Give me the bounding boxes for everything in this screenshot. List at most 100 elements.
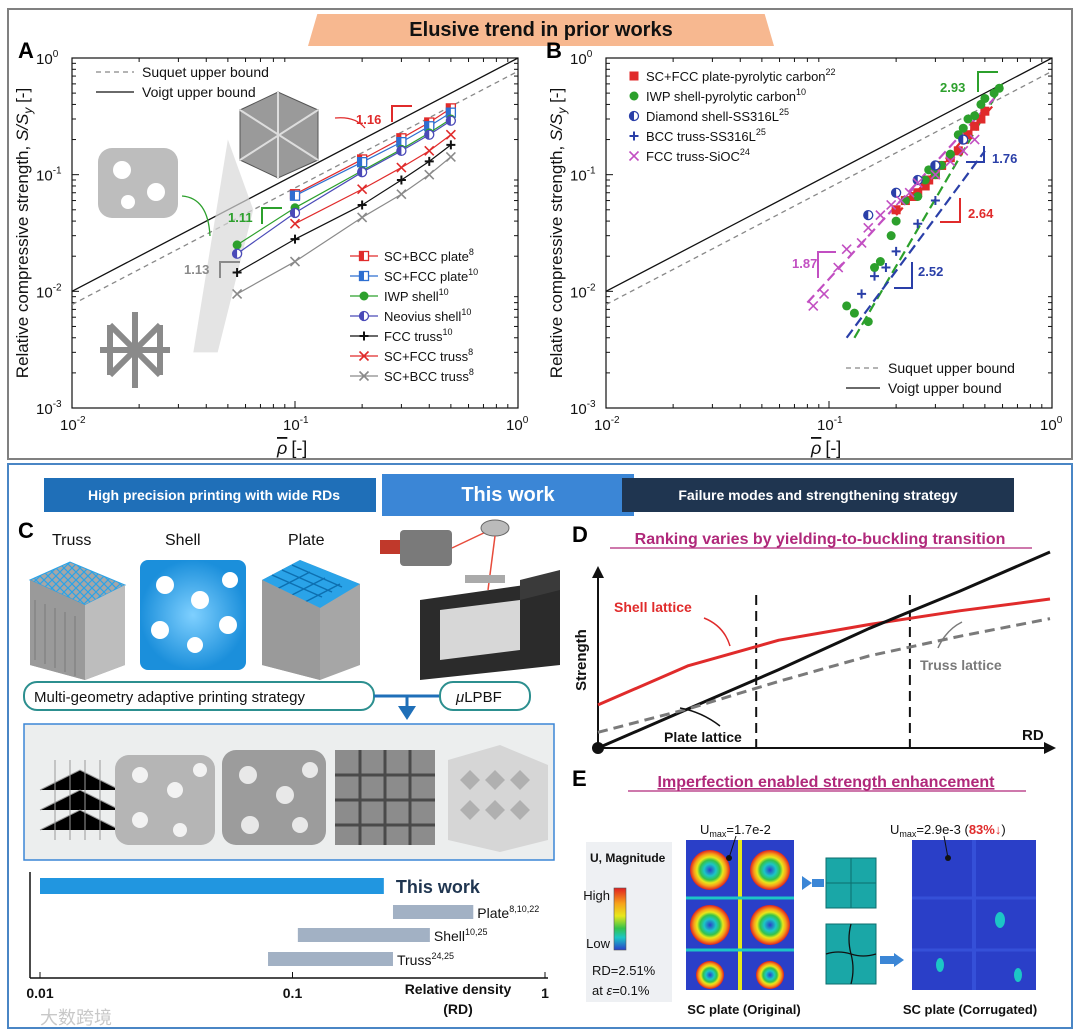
data-point-0-9 (953, 146, 963, 156)
x-axis-label: ρ [-] (810, 438, 841, 458)
chart-c-bars: 0.01 0.1 1 Relative density (RD) This work Pla… (26, 872, 549, 1017)
data-point-0-13 (976, 114, 986, 124)
bar-1 (392, 905, 474, 919)
legend-label-4: FCC truss10 (384, 327, 453, 344)
panel-label-d: D (572, 522, 588, 547)
bar-tick-label: 1 (541, 985, 549, 1001)
data-point-3-3 (891, 246, 901, 256)
data-point-5-3 (424, 145, 435, 156)
d-series-2 (597, 617, 1051, 734)
lattice-label-truss: Truss (52, 532, 91, 549)
data-point-0-11 (963, 130, 973, 140)
strain-note: at ε=0.1% (592, 983, 650, 998)
x-tick-label: 100 (1040, 415, 1063, 434)
data-point-3-2 (356, 167, 368, 178)
data-point-0-0 (891, 205, 901, 215)
slope-marker-blue (966, 146, 985, 163)
annotation-slope-1-16: 1.16 (356, 112, 381, 127)
legend-label-2: IWP shell10 (384, 287, 449, 304)
d-series-0 (597, 597, 1051, 707)
data-point-1-9 (920, 175, 930, 185)
data-point-3-0 (857, 289, 867, 299)
data-point-3-1 (289, 207, 301, 219)
x-tick-label: 10-1 (283, 415, 309, 434)
y-tick-label: 10-2 (570, 282, 596, 301)
data-point-5-0 (289, 218, 301, 229)
data-point-2-4 (958, 134, 969, 145)
data-point-4-0 (232, 268, 242, 278)
data-point-4-14 (969, 134, 980, 145)
d-y-arrow (592, 566, 604, 578)
slope-marker-gray (219, 261, 240, 278)
legend-marker-3 (358, 310, 370, 322)
shell-lattice-label: Shell lattice (614, 599, 692, 615)
legend-marker-0 (358, 250, 370, 262)
legend-marker-5 (358, 350, 370, 362)
sc-plate-corrugated-image (912, 835, 1036, 990)
truss-lattice-image (28, 561, 127, 680)
series-line-4 (236, 144, 452, 274)
rd-note: RD=2.51% (592, 963, 656, 978)
bar-2 (297, 928, 430, 942)
bar-3 (268, 952, 393, 966)
data-point-6-2 (357, 212, 368, 223)
y-axis-label: Relative compressive strength, S/Sy [-] (13, 88, 35, 378)
bar-label-1: Plate8,10,22 (477, 904, 539, 921)
plate-illustration (239, 91, 319, 179)
data-point-6-4 (424, 169, 435, 180)
data-point-4-4 (424, 156, 434, 166)
truss-arrow (937, 621, 963, 649)
y-tick-label: 10-1 (36, 166, 62, 185)
colorbar (613, 887, 627, 951)
bar-0 (40, 878, 384, 894)
data-point-1-2 (863, 317, 873, 327)
slope-marker-green (261, 207, 282, 224)
panel-label-a: A (18, 38, 34, 63)
data-point-6-5 (445, 151, 456, 162)
data-point-1-3 (870, 263, 880, 273)
panel-label-b: B (546, 38, 562, 63)
umax-right: Umax=2.9e-3 (83%↓) (890, 822, 1006, 839)
bar-tick-label: 0.1 (283, 985, 303, 1001)
panel-label-e: E (572, 766, 587, 791)
data-point-4-3 (396, 175, 406, 185)
shell-arrow (703, 617, 731, 647)
data-point-1-21 (994, 83, 1004, 93)
data-point-1-8 (913, 191, 923, 201)
banner-elusive-trend: Elusive trend in prior works (308, 14, 774, 46)
data-point-4-4 (856, 237, 867, 248)
lattice-label-shell: Shell (165, 532, 201, 549)
panel-d-title: Ranking varies by yielding-to-buckling t… (635, 531, 1006, 548)
data-point-1-16 (963, 114, 973, 124)
data-point-1-5 (886, 231, 896, 241)
d-y-label: Strength (573, 629, 590, 691)
data-point-4-1 (818, 288, 830, 299)
legend-low: Low (586, 936, 610, 951)
data-point-1-19 (980, 93, 990, 103)
d-x-label: RD (1022, 727, 1044, 744)
legend-label-0: SC+BCC plate8 (384, 247, 474, 264)
umax-left: Umax=1.7e-2 (700, 822, 771, 839)
legend-label-1: IWP shell-pyrolytic carbon10 (646, 87, 806, 104)
fit-line-2 (845, 150, 986, 339)
arrow-right (894, 953, 904, 967)
data-point-2-3 (930, 160, 941, 171)
slope-marker-red (391, 105, 412, 122)
data-point-2-0 (863, 209, 874, 221)
x-tick-label: 10-2 (594, 415, 620, 434)
data-point-5-2 (396, 162, 407, 173)
data-point-2-1 (890, 187, 902, 198)
y-tick-label: 10-3 (36, 399, 62, 418)
y-tick-label: 100 (36, 49, 59, 68)
data-point-5-1 (357, 184, 368, 195)
data-point-4-5 (446, 140, 456, 150)
panel-label-c: C (18, 518, 34, 543)
lattice-label-plate: Plate (288, 532, 325, 549)
y-tick-label: 10-3 (570, 399, 596, 418)
data-point-2-2 (912, 174, 923, 186)
y-tick-label: 10-1 (570, 166, 596, 185)
bar-label-3: Truss24,25 (397, 951, 454, 968)
iwp-shell-illustration (98, 148, 178, 218)
